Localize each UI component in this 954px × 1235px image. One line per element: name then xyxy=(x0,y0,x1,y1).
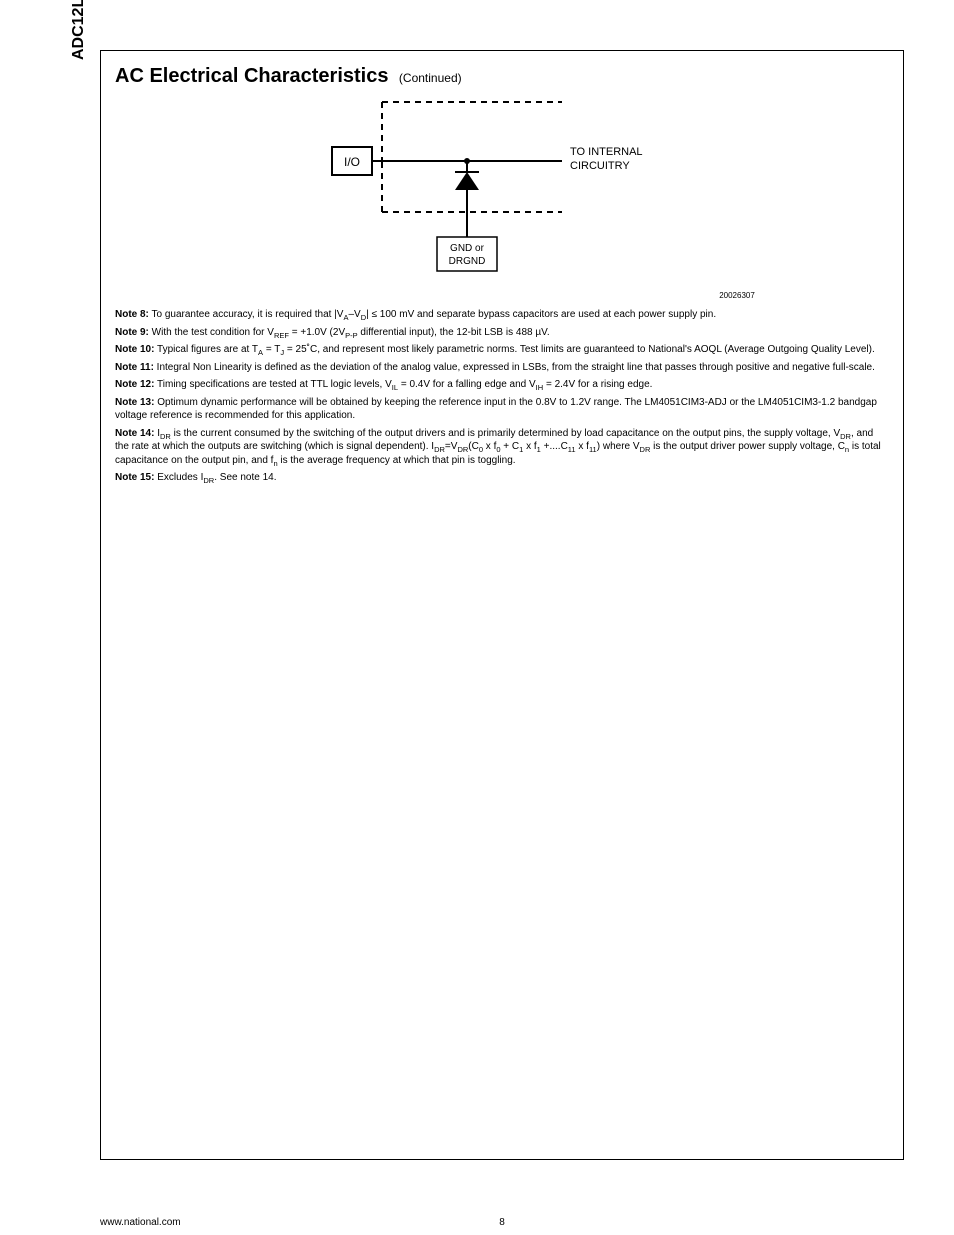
note-12: Note 12: Timing specifications are teste… xyxy=(115,378,889,392)
content-frame: AC Electrical Characteristics (Continued… xyxy=(100,50,904,1160)
gnd-label-line1: GND or xyxy=(450,243,485,254)
figure-id: 20026307 xyxy=(585,291,889,300)
section-continued: (Continued) xyxy=(399,71,462,85)
section-title: AC Electrical Characteristics xyxy=(115,65,388,87)
section-heading-row: AC Electrical Characteristics (Continued… xyxy=(115,65,889,88)
note-15: Note 15: Excludes IDR. See note 14. xyxy=(115,471,889,485)
note-text: Excludes IDR. See note 14. xyxy=(154,472,276,483)
note-14: Note 14: IDR is the current consumed by … xyxy=(115,427,889,468)
io-box-label: I/O xyxy=(344,155,360,169)
note-text: IDR is the current consumed by the switc… xyxy=(115,428,881,466)
notes-list: Note 8: To guarantee accuracy, it is req… xyxy=(115,308,889,485)
note-text: Typical figures are at TA = TJ = 25˚C, a… xyxy=(154,344,874,355)
note-text: Timing specifications are tested at TTL … xyxy=(154,379,652,390)
note-label: Note 14: xyxy=(115,428,154,439)
note-13: Note 13: Optimum dynamic performance wil… xyxy=(115,396,889,423)
note-11: Note 11: Integral Non Linearity is defin… xyxy=(115,361,889,375)
note-label: Note 13: xyxy=(115,397,154,408)
note-label: Note 9: xyxy=(115,327,149,338)
note-label: Note 11: xyxy=(115,362,154,373)
note-text: Optimum dynamic performance will be obta… xyxy=(115,397,877,422)
note-label: Note 8: xyxy=(115,309,149,320)
circuit-diagram: I/O GND or DRGND TO INTERNAL xyxy=(322,92,682,292)
circuit-diagram-container: I/O GND or DRGND TO INTERNAL xyxy=(115,92,889,300)
note-label: Note 10: xyxy=(115,344,154,355)
note-text: Integral Non Linearity is defined as the… xyxy=(154,362,875,373)
internal-circuitry-line2: CIRCUITRY xyxy=(570,160,630,172)
gnd-label-line2: DRGND xyxy=(449,256,486,267)
note-label: Note 15: xyxy=(115,472,154,483)
note-10: Note 10: Typical figures are at TA = TJ … xyxy=(115,343,889,357)
note-text: With the test condition for VREF = +1.0V… xyxy=(149,327,550,338)
note-9: Note 9: With the test condition for VREF… xyxy=(115,326,889,340)
footer-url: www.national.com xyxy=(100,1217,181,1228)
note-8: Note 8: To guarantee accuracy, it is req… xyxy=(115,308,889,322)
note-text: To guarantee accuracy, it is required th… xyxy=(149,309,716,320)
footer-page-number: 8 xyxy=(499,1217,505,1228)
page-container: ADC12L063 AC Electrical Characteristics … xyxy=(0,0,954,1235)
internal-circuitry-line1: TO INTERNAL xyxy=(570,146,643,158)
part-number-side-label: ADC12L063 xyxy=(70,0,88,60)
note-label: Note 12: xyxy=(115,379,154,390)
